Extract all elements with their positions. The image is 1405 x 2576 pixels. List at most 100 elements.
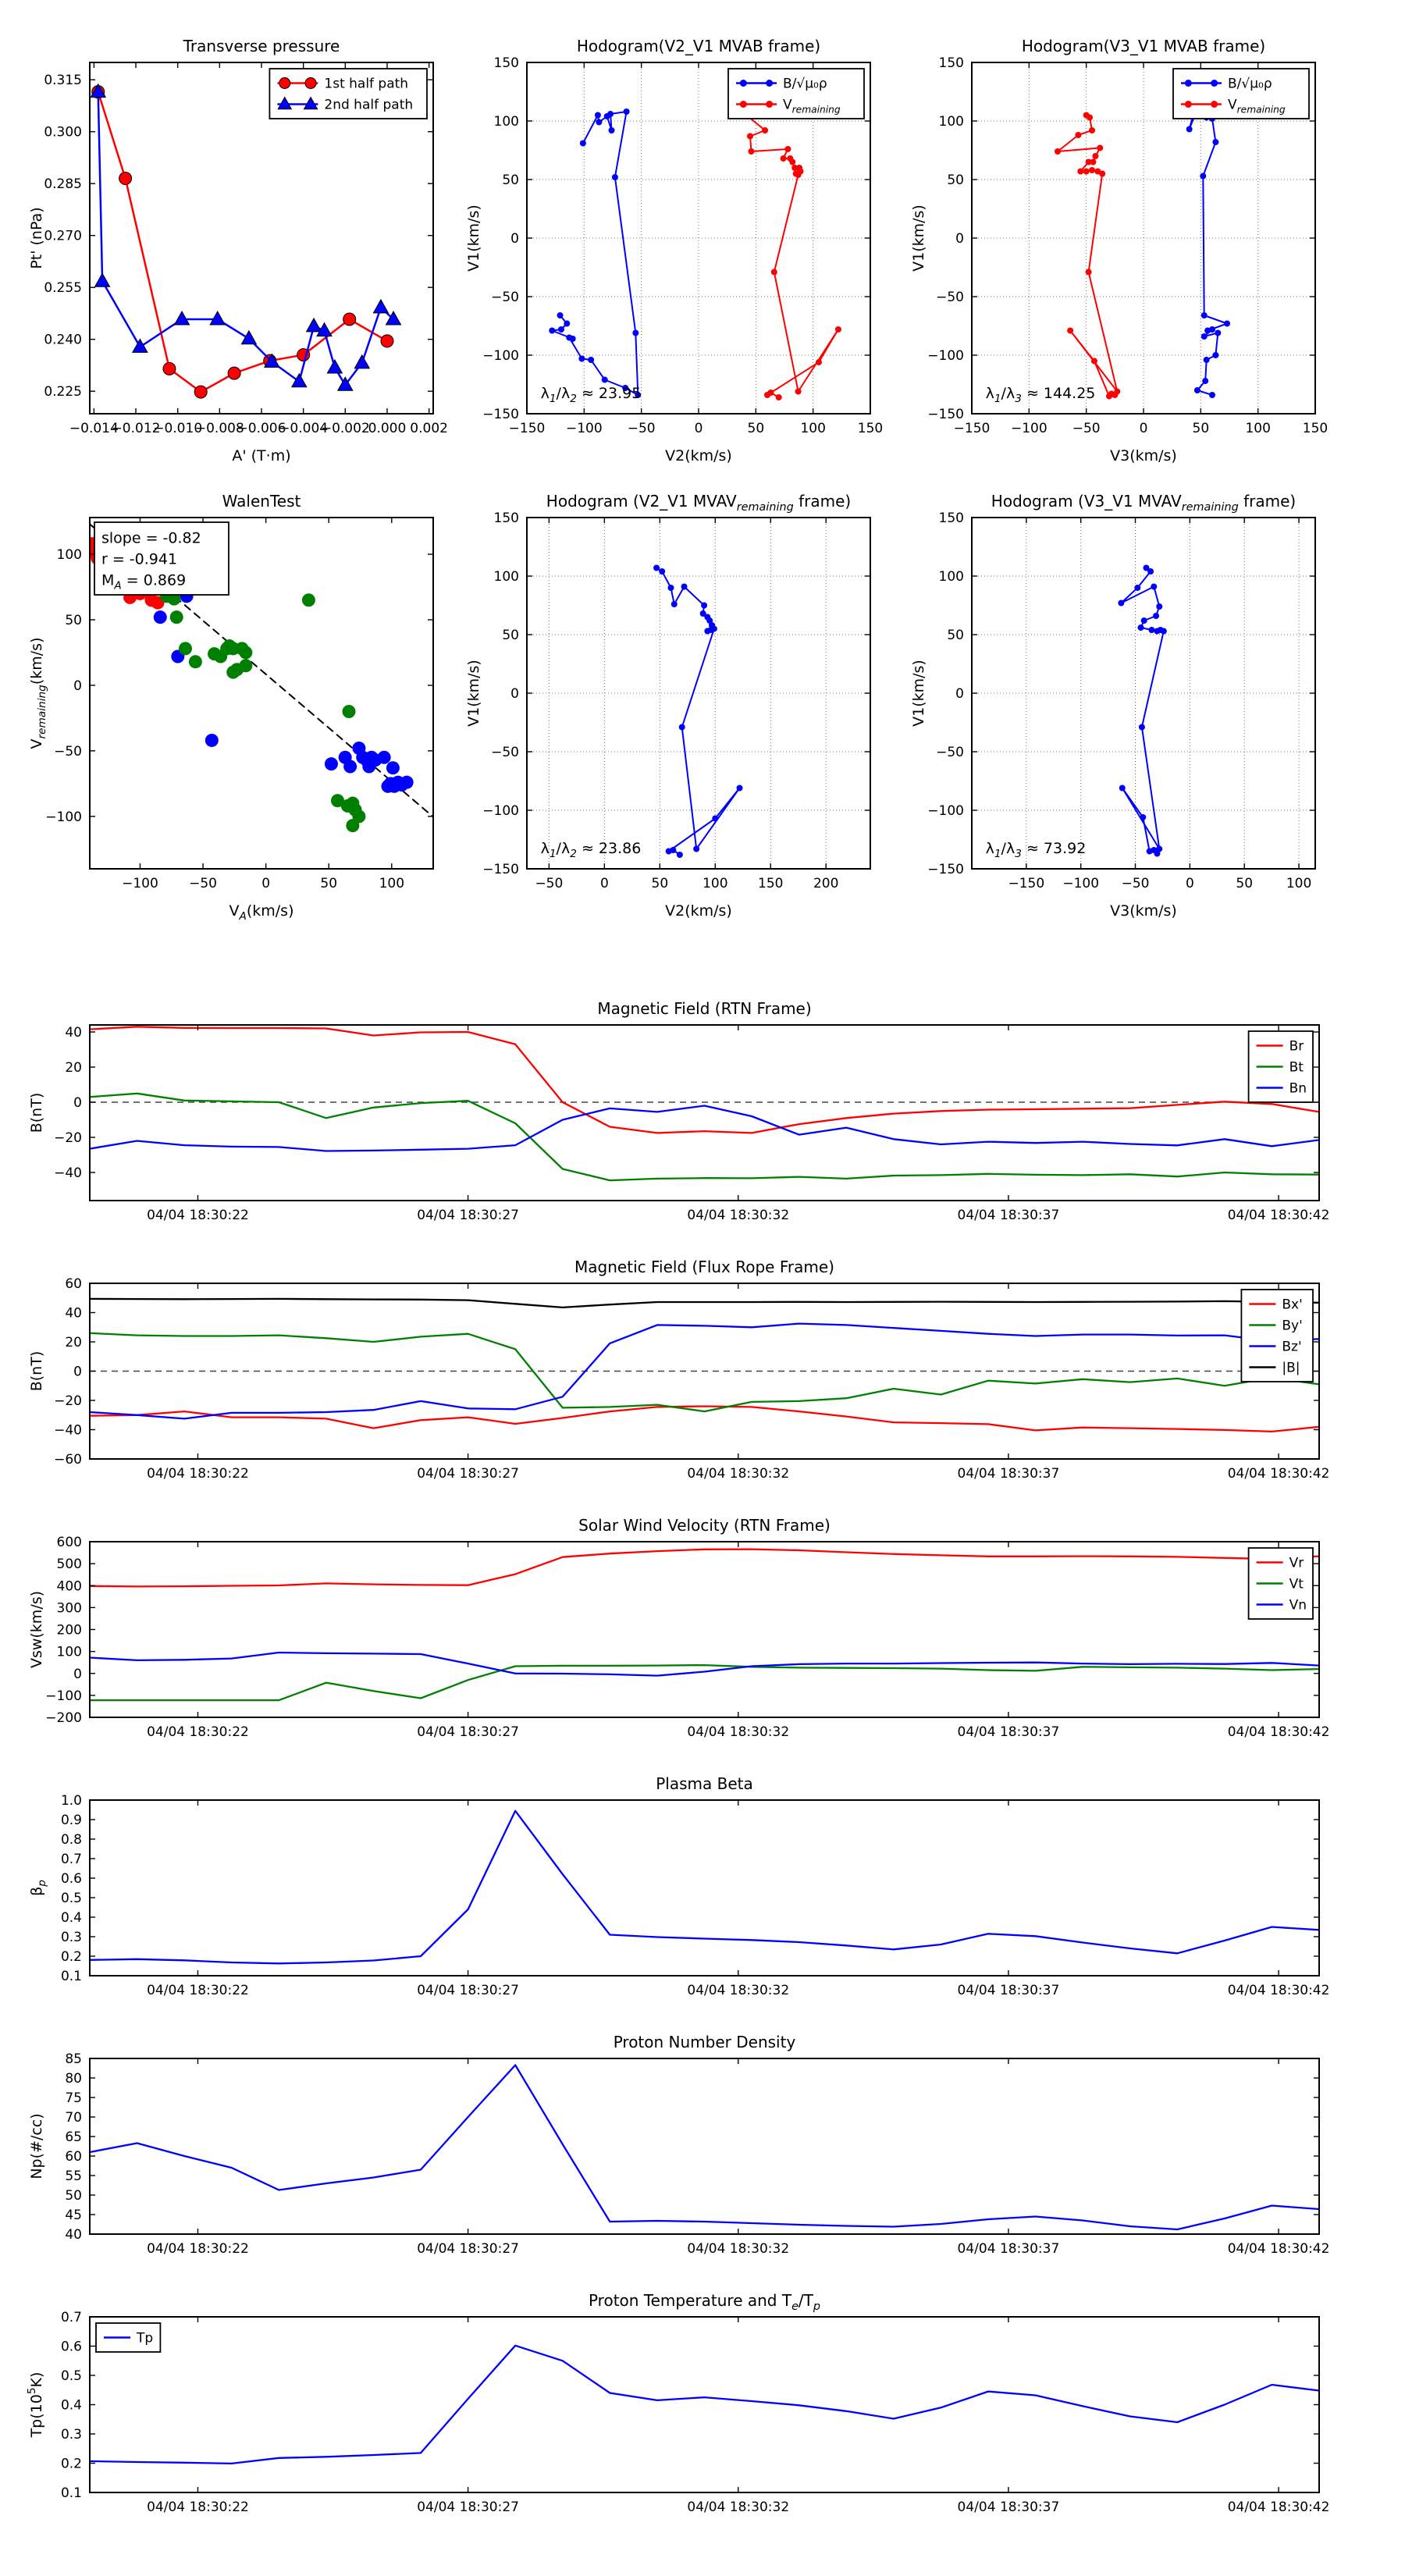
y-axis-label: V1(km/s) xyxy=(465,205,482,272)
svg-text:−150: −150 xyxy=(482,862,519,877)
tick-marks xyxy=(971,62,1316,415)
svg-text:100: 100 xyxy=(494,114,519,130)
axes-frame xyxy=(89,1024,1320,1201)
svg-text:04/04 18:30:37: 04/04 18:30:37 xyxy=(958,1983,1060,1998)
grid xyxy=(527,517,870,870)
svg-text:0: 0 xyxy=(1186,876,1194,891)
plot-title: Hodogram (V3_V1 MVAVremaining frame) xyxy=(991,492,1296,514)
svg-text:Bx': Bx' xyxy=(1282,1297,1302,1313)
svg-text:04/04 18:30:37: 04/04 18:30:37 xyxy=(958,1724,1060,1740)
svg-text:20: 20 xyxy=(65,1335,82,1350)
svg-text:0.1: 0.1 xyxy=(61,1969,82,1984)
series-b xyxy=(549,109,642,398)
plot-hod_v2v1_mvav: −50 0 50 100 150 200 −150 −100 −50 0 50 100 150 Hodog… xyxy=(465,492,871,920)
svg-text:0.240: 0.240 xyxy=(44,333,82,348)
svg-text:100: 100 xyxy=(379,876,404,891)
svg-text:−20: −20 xyxy=(54,1393,82,1409)
axes-frame xyxy=(89,2316,1320,2493)
svg-text:−50: −50 xyxy=(1072,421,1101,436)
svg-text:150: 150 xyxy=(939,511,964,526)
series-group xyxy=(90,2344,1319,2465)
svg-text:50: 50 xyxy=(947,628,964,643)
svg-text:150: 150 xyxy=(1303,421,1328,436)
svg-text:1.0: 1.0 xyxy=(61,1793,82,1809)
plot-vsw: 04/04 18:30:22 04/04 18:30:27 04/04 18:30:… xyxy=(28,1516,1329,1740)
x-axis-label: V3(km/s) xyxy=(1110,902,1177,920)
tick-marks xyxy=(90,1025,1319,1201)
svg-text:100: 100 xyxy=(939,114,964,130)
svg-text:04/04 18:30:32: 04/04 18:30:32 xyxy=(687,1208,789,1223)
plot-title: Hodogram(V2_V1 MVAB frame) xyxy=(577,37,820,55)
annotation: λ1/λ3 ≈ 73.92 xyxy=(986,840,1087,860)
svg-text:Br: Br xyxy=(1289,1039,1304,1055)
plot-b_rtn: 04/04 18:30:22 04/04 18:30:27 04/04 18:30:… xyxy=(28,999,1329,1223)
y-axis-label: V1(km/s) xyxy=(910,205,927,272)
tick-marks xyxy=(90,62,433,414)
svg-text:04/04 18:30:32: 04/04 18:30:32 xyxy=(687,1724,789,1740)
svg-text:−200: −200 xyxy=(45,1710,82,1726)
tick-labels: 04/04 18:30:22 04/04 18:30:27 04/04 18:30:… xyxy=(45,1535,1329,1740)
svg-text:200: 200 xyxy=(57,1623,82,1638)
svg-text:0: 0 xyxy=(73,678,82,694)
svg-text:50: 50 xyxy=(65,613,82,628)
svg-text:04/04 18:30:22: 04/04 18:30:22 xyxy=(147,2241,249,2257)
svg-text:B/√μ₀ρ: B/√μ₀ρ xyxy=(783,76,827,92)
svg-text:45: 45 xyxy=(65,2208,82,2223)
tick-labels: −150 −100 −50 0 50 100 150 −150 −100 −50 0 50 100 150 xyxy=(927,55,1328,436)
svg-text:75: 75 xyxy=(65,2090,82,2106)
series-vn xyxy=(90,1651,1319,1677)
svg-text:−50: −50 xyxy=(1122,876,1150,891)
legend: Tp xyxy=(95,2322,162,2353)
svg-text:−50: −50 xyxy=(535,876,563,891)
svg-text:04/04 18:30:22: 04/04 18:30:22 xyxy=(147,1208,249,1223)
y-axis-label: V1(km/s) xyxy=(910,660,927,727)
svg-text:04/04 18:30:32: 04/04 18:30:32 xyxy=(687,2241,789,2257)
legend: B/√μ₀ρ Vremaining xyxy=(727,68,865,119)
svg-text:150: 150 xyxy=(758,876,783,891)
svg-text:0.8: 0.8 xyxy=(61,1832,82,1848)
svg-text:100: 100 xyxy=(800,421,825,436)
svg-text:04/04 18:30:27: 04/04 18:30:27 xyxy=(417,1724,519,1740)
annotation: λ1/λ2 ≈ 23.95 xyxy=(541,385,642,405)
svg-text:2nd half path: 2nd half path xyxy=(324,98,413,113)
svg-text:04/04 18:30:27: 04/04 18:30:27 xyxy=(417,2241,519,2257)
svg-text:04/04 18:30:37: 04/04 18:30:37 xyxy=(958,1208,1060,1223)
svg-text:04/04 18:30:37: 04/04 18:30:37 xyxy=(958,2500,1060,2515)
svg-text:−150: −150 xyxy=(482,407,519,422)
svg-text:0.7: 0.7 xyxy=(61,2310,82,2325)
svg-text:−50: −50 xyxy=(936,290,964,305)
svg-text:70: 70 xyxy=(65,2110,82,2126)
svg-text:04/04 18:30:42: 04/04 18:30:42 xyxy=(1228,2241,1330,2257)
series-green-points xyxy=(159,589,366,833)
svg-text:600: 600 xyxy=(57,1535,82,1550)
svg-text:0.285: 0.285 xyxy=(44,176,82,192)
plot-title: Proton Number Density xyxy=(614,2033,796,2051)
plot-title: Transverse pressure xyxy=(183,37,340,55)
series-bt xyxy=(90,1092,1319,1182)
svg-text:0.4: 0.4 xyxy=(61,2398,82,2414)
tick-marks xyxy=(972,517,1315,870)
svg-text:−100: −100 xyxy=(566,421,603,436)
svg-text:40: 40 xyxy=(65,1306,82,1322)
svg-text:Vn: Vn xyxy=(1289,1598,1307,1614)
svg-text:100: 100 xyxy=(57,1645,82,1660)
svg-text:−100: −100 xyxy=(122,876,158,891)
series-group xyxy=(90,1026,1319,1182)
svg-text:−0.010: −0.010 xyxy=(153,421,202,436)
series-np xyxy=(90,2064,1319,2231)
series-v-path xyxy=(653,564,743,858)
series-group xyxy=(90,1297,1319,1433)
x-axis-label: V3(km/s) xyxy=(1110,447,1177,464)
svg-text:Bn: Bn xyxy=(1289,1081,1307,1097)
svg-text:By': By' xyxy=(1282,1318,1302,1334)
svg-text:150: 150 xyxy=(939,55,964,71)
tick-labels: 04/04 18:30:22 04/04 18:30:27 04/04 18:30:… xyxy=(61,1793,1329,1998)
svg-text:60: 60 xyxy=(65,1276,82,1292)
svg-text:0.9: 0.9 xyxy=(61,1813,82,1828)
svg-text:0.5: 0.5 xyxy=(61,1891,82,1906)
x-axis-label: VA(km/s) xyxy=(229,902,294,923)
svg-text:50: 50 xyxy=(65,2188,82,2204)
y-axis-label: Vsw(km/s) xyxy=(28,1591,45,1668)
tick-marks xyxy=(527,517,870,870)
